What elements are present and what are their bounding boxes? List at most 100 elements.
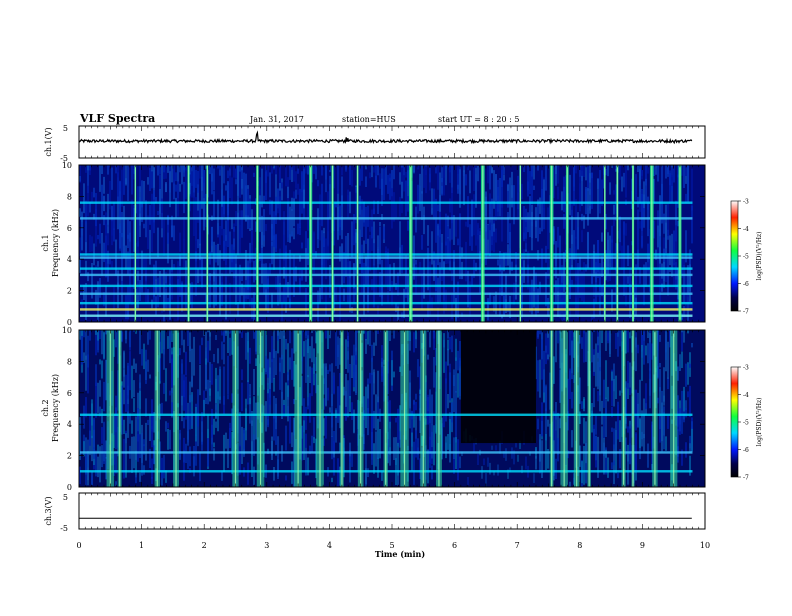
station-label: station=HUS [342, 115, 396, 124]
ch1-spectrogram-band [80, 308, 693, 311]
ch1-spectrogram-band [80, 267, 693, 270]
ch2-spectrogram-burst-core [385, 330, 387, 487]
ch1-spectrogram-band [80, 314, 693, 317]
x-axis-tick-label: 7 [515, 541, 520, 550]
ch2-colorbar: -3 -4 -5 -6 -7 log(PSD)(V²/Hz) [730, 365, 763, 482]
ch3-waveform-ytick-top: 5 [63, 493, 68, 502]
ch2-spectrogram-ticks: 0 2 4 6 8 10 [62, 326, 706, 492]
ch1-spectrogram-band [80, 284, 693, 288]
ch1-spectrogram-band [80, 217, 693, 220]
ch1-colorbar-tick-label: -7 [743, 309, 749, 316]
x-axis-tick-label: 5 [389, 541, 394, 550]
ch2-spectrogram-burst-core [673, 330, 675, 487]
ch1-spectrogram-burst-core [134, 165, 136, 322]
ch2-spectrogram-panel: 0 2 4 6 8 10 ch.2 Frequency (kHz) [41, 326, 706, 492]
ch2-colorbar-gradient [730, 366, 739, 478]
ch1-colorbar-tick-label: -5 [743, 254, 749, 261]
ch2-colorbar-tick-label: -4 [743, 392, 749, 399]
ch1-spectrogram-burst-core [651, 165, 653, 322]
ch2-spectrogram-burst-core [341, 330, 343, 487]
ch2-spectrogram-burst-core [632, 330, 634, 487]
ch2-spectrogram-burst-core [623, 330, 625, 487]
ch2-spectrogram-ylabel: Frequency (kHz) [51, 374, 60, 442]
ch1-spectrogram-ytick-label: 6 [67, 224, 72, 233]
ch1-spectrogram-burst-core [310, 165, 312, 322]
x-axis-tick-label: 2 [202, 541, 207, 550]
ch1-colorbar-label: log(PSD)(V²/Hz) [756, 232, 763, 281]
ch1-spectrogram-band [80, 256, 693, 259]
ch1-spectrogram-ytick-label: 4 [67, 255, 72, 264]
ch2-spectrogram-image [79, 330, 693, 487]
ch2-colorbar-ticks: -3 -4 -5 -6 -7 [738, 365, 749, 482]
ch1-colorbar-tick-label: -6 [743, 281, 749, 288]
ch2-spectrogram-burst-core [588, 330, 590, 487]
ch1-spectrogram-band [80, 301, 693, 305]
ch1-spectrogram-ticks: 0 2 4 6 8 10 [62, 161, 706, 327]
ch1-waveform-ytick-top: 5 [63, 124, 68, 133]
start-time-label: start UT = 8 : 20 : 5 [438, 115, 519, 124]
ch2-spectrogram-burst-core [576, 330, 578, 487]
ch1-colorbar-ticks: -3 -4 -5 -6 -7 [738, 199, 749, 316]
ch1-spectrogram-ytick-label: 2 [67, 287, 72, 296]
ch2-spectrogram-ytick-label: 6 [67, 389, 72, 398]
ch1-spectrogram-burst-core [356, 165, 359, 322]
x-axis-tick-label: 9 [640, 541, 645, 550]
x-axis-tick-label: 6 [452, 541, 457, 550]
ch2-spectrogram-burst-core [297, 330, 299, 487]
ch1-spectrogram-ylabel-channel: ch.1 [41, 234, 50, 251]
ch1-spectrogram-burst-core [206, 165, 208, 322]
ch1-spectrogram-burst-core [519, 165, 521, 322]
ch2-colorbar-tick-label: -3 [743, 365, 749, 372]
ch2-spectrogram-burst-core [654, 330, 656, 487]
ch1-spectrogram-image [79, 165, 693, 322]
ch2-spectrogram-burst-core [551, 330, 553, 487]
ch2-colorbar-tick-label: -7 [743, 475, 749, 482]
ch1-spectrogram-burst-core [256, 165, 259, 322]
ch1-colorbar: -3 -4 -5 -6 -7 log(PSD)(V²/Hz) [730, 199, 763, 316]
ch1-spectrogram-ytick-label: 8 [67, 192, 72, 201]
ch1-waveform-trace [78, 130, 693, 145]
ch2-spectrogram-quiet-region [460, 330, 536, 444]
ch1-spectrogram-burst-core [566, 165, 568, 322]
ch1-spectrogram-burst-core [616, 165, 618, 322]
ch1-waveform-ylabel: ch.1(V) [44, 127, 53, 156]
ch1-spectrogram-band [80, 253, 693, 256]
ch1-spectrogram-ytick-label: 10 [62, 161, 72, 170]
x-axis-tick-label: 10 [700, 541, 710, 550]
ch1-spectrogram-burst-core [410, 165, 412, 322]
x-axis-tick-labels: 0 1 2 3 4 5 6 7 8 9 10 [76, 541, 710, 550]
x-axis-label: Time (min) [375, 549, 425, 559]
ch1-spectrogram-burst-core [632, 165, 634, 322]
x-axis-tick-label: 4 [327, 541, 332, 550]
ch2-spectrogram-burst-core [403, 330, 406, 487]
x-axis-tick-label: 3 [264, 541, 269, 550]
ch1-spectrogram-burst-core [551, 165, 553, 322]
ch2-spectrogram-burst-core [259, 330, 262, 487]
ch2-spectrogram-ytick-label: 0 [67, 483, 72, 492]
x-axis-tick-label: 1 [139, 541, 144, 550]
ch2-spectrogram-burst-core [234, 330, 237, 487]
ch1-spectrogram-burst-core [604, 165, 606, 322]
ch1-colorbar-tick-label: -3 [743, 199, 749, 206]
figure-title: VLF Spectra [79, 112, 155, 125]
ch2-spectrogram-ytick-label: 10 [62, 326, 72, 335]
ch1-spectrogram-ytick-label: 0 [67, 318, 72, 327]
ch2-spectrogram-burst-core [360, 330, 362, 487]
ch2-spectrogram-burst-core [563, 330, 565, 487]
ch2-spectrogram-burst-core [422, 330, 424, 487]
ch3-waveform-ylabel: ch.3(V) [44, 496, 53, 525]
ch2-spectrogram-burst-core [156, 330, 158, 487]
x-axis-tick-label: 0 [76, 541, 81, 550]
ch1-spectrogram-band [80, 201, 693, 204]
ch1-spectrogram-burst-core [331, 165, 334, 322]
ch1-spectrogram-panel: 0 2 4 6 8 10 ch.1 Frequency (kHz) [41, 161, 706, 327]
ch3-waveform-ticks [78, 493, 706, 529]
ch2-spectrogram-burst-core [109, 330, 111, 487]
ch2-spectrogram-burst-core [119, 330, 121, 487]
ch1-waveform-ytick-bottom: -5 [60, 154, 68, 163]
ch2-spectrogram-ytick-label: 2 [67, 452, 72, 461]
ch2-colorbar-label: log(PSD)(V²/Hz) [756, 398, 763, 447]
ch3-waveform-panel: 5 -5 ch.3(V) [44, 492, 706, 533]
ch1-spectrogram-ylabel: Frequency (kHz) [51, 209, 60, 277]
